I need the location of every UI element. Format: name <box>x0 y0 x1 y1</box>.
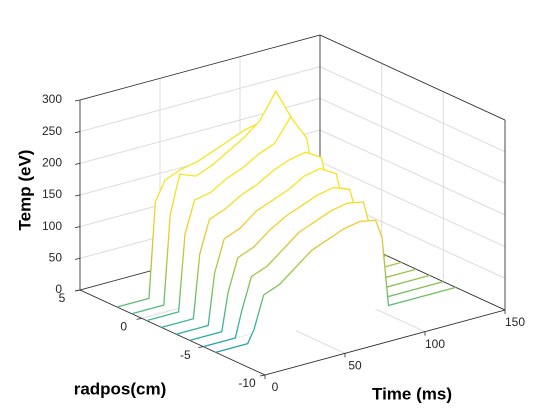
grid-line <box>319 129 506 216</box>
tick-mark <box>74 194 81 197</box>
grid-line <box>319 97 506 184</box>
y-axis-label: radpos(cm) <box>74 379 167 398</box>
x-tick-label: 50 <box>348 359 362 373</box>
tick-mark <box>74 131 81 134</box>
tick-mark <box>74 289 81 292</box>
x-axis-label: Time (ms) <box>372 384 452 403</box>
y-tick-label: 5 <box>59 291 66 305</box>
y-tick-label: -10 <box>238 376 256 390</box>
z-tick-label: 200 <box>42 156 62 170</box>
tick-mark <box>136 317 142 320</box>
axis-box <box>79 34 321 101</box>
grid-line <box>79 66 321 133</box>
grid-line <box>319 161 506 248</box>
axis-box <box>264 309 506 376</box>
axis-box <box>79 289 266 376</box>
tick-mark <box>74 257 81 260</box>
z-tick-label: 100 <box>42 219 62 233</box>
x-tick-label: 0 <box>272 380 279 394</box>
z-tick-label: 300 <box>42 92 62 106</box>
x-tick-label: 100 <box>425 337 445 351</box>
grid-line <box>319 66 506 153</box>
z-tick-label: 50 <box>49 251 63 265</box>
z-tick-label: 250 <box>42 124 62 138</box>
z-tick-label: 150 <box>42 187 62 201</box>
tick-mark <box>259 374 266 377</box>
waterfall-line <box>215 219 456 353</box>
tick-mark <box>198 346 204 349</box>
axis-box <box>319 34 506 121</box>
x-tick-label: 150 <box>505 315 525 329</box>
tick-mark <box>74 226 81 229</box>
y-tick-label: 0 <box>120 320 127 334</box>
y-tick-label: -5 <box>180 348 191 362</box>
tick-mark <box>74 162 81 165</box>
tick-mark <box>74 99 81 102</box>
z-axis-label: Temp (eV) <box>15 150 34 231</box>
z-tick-label: 0 <box>55 282 62 296</box>
